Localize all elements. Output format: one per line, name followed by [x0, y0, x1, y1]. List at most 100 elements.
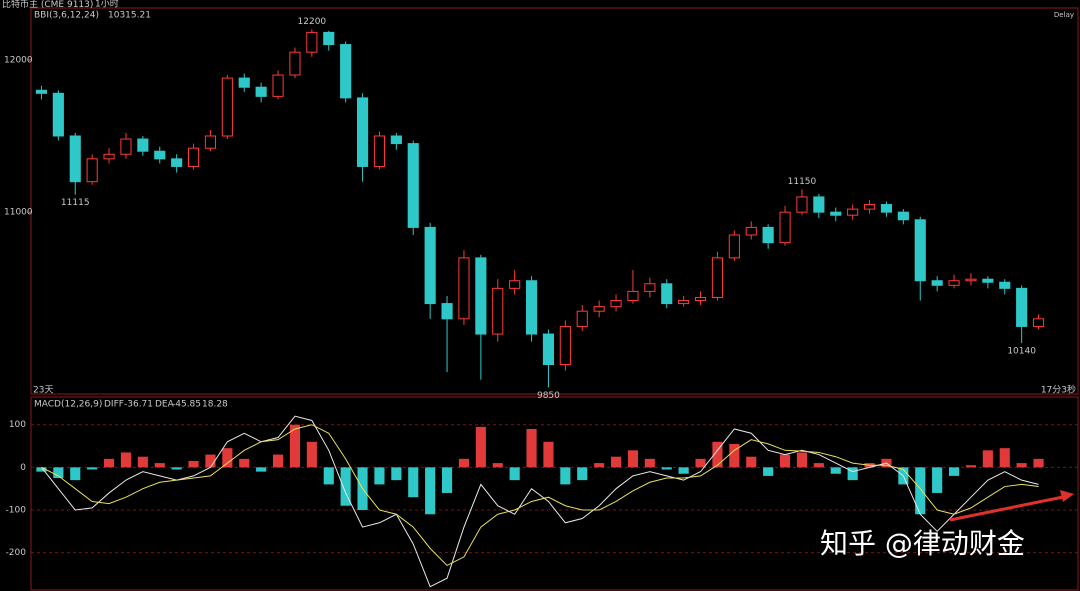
candle-body [863, 204, 876, 210]
histogram-bar [441, 467, 453, 493]
y-tick-label: 100 [9, 420, 26, 430]
interval[interactable]: 1小时 [95, 0, 119, 10]
histogram-bar [36, 467, 47, 472]
histogram-bar [1033, 458, 1044, 468]
histogram-bar [492, 463, 503, 468]
macd-line [41, 415, 1039, 588]
candle-body [255, 86, 267, 97]
candle-body [1032, 318, 1045, 327]
histogram-bar [661, 467, 672, 470]
histogram-bar [627, 450, 639, 468]
candle-body [373, 135, 386, 167]
candle-body [1016, 287, 1028, 327]
histogram-bar [239, 458, 250, 468]
dea-name: DEA [155, 400, 175, 410]
candle-body [323, 31, 335, 46]
macd-panel [30, 396, 1079, 591]
histogram-bar [256, 467, 267, 472]
candle-body [830, 211, 842, 216]
candle-body [407, 143, 419, 228]
histogram-bar [1016, 463, 1027, 468]
candle-body [187, 147, 200, 167]
histogram-bar [188, 460, 199, 468]
candle-body [238, 77, 250, 88]
candle-body [289, 51, 301, 76]
histogram-bar [70, 467, 81, 481]
y-tick-label: 0 [20, 463, 26, 473]
histogram-bar [779, 454, 791, 468]
diff-name: DIFF [104, 400, 124, 410]
symbol-text: 比特币主 (CME 9113) [2, 0, 93, 10]
macd-line [41, 424, 1039, 567]
histogram-bar [560, 467, 571, 485]
candle-body [52, 92, 64, 137]
dea-value: -45.85 [172, 400, 201, 410]
candle-body [711, 257, 724, 298]
candle-body [678, 300, 690, 305]
histogram-bar [475, 426, 486, 468]
candle-body [390, 135, 402, 145]
candle-body [644, 283, 656, 292]
histogram-bar [729, 443, 740, 468]
histogram-bar [458, 458, 470, 468]
footer-left: 23天 [33, 386, 53, 396]
footer-right: 17分3秒 [1041, 384, 1076, 396]
candle-body [458, 257, 470, 320]
histogram-bar [847, 467, 858, 481]
candle-body [542, 333, 555, 366]
histogram-bar [644, 458, 655, 468]
y-tick-label: -200 [6, 548, 27, 558]
histogram-bar [763, 467, 774, 476]
candle-body [509, 280, 521, 289]
candle-body [272, 74, 284, 97]
histogram-bar [594, 463, 605, 468]
candle-body [762, 226, 774, 244]
histogram-bar [509, 467, 520, 481]
histogram-bar [965, 465, 977, 468]
price-annotation: 12200 [298, 17, 327, 27]
histogram-bar [830, 467, 841, 474]
histogram-bar [87, 467, 98, 470]
candle-body [221, 77, 233, 137]
candle-body [306, 31, 318, 53]
indicator: BBI(3,6,12,24) [34, 11, 99, 21]
y-tick-label: 12000 [4, 55, 33, 65]
arrow-head [1060, 490, 1074, 502]
histogram-bar [137, 456, 148, 468]
histogram-bar [982, 450, 993, 468]
candle-body [154, 150, 166, 160]
candle-body [610, 300, 622, 308]
histogram-bar [948, 467, 960, 476]
candle-body [948, 280, 960, 286]
indicator-value: 10315.21 [108, 11, 151, 21]
candle-body [728, 234, 740, 259]
histogram-bar [205, 454, 216, 468]
candle-body [204, 135, 217, 149]
histogram-bar [120, 452, 132, 468]
histogram-bar [678, 467, 689, 474]
candle-body [796, 196, 808, 213]
histogram-bar [932, 467, 943, 493]
histogram-bar [374, 467, 385, 485]
histogram-bar [746, 456, 757, 468]
candle-body [137, 138, 149, 152]
histogram-bar [915, 467, 926, 515]
histogram-bar [712, 441, 723, 468]
candle-body [525, 280, 538, 335]
candle-body [86, 158, 98, 183]
plot: 11000 12000 12200 11115 11150 9850 10140 100 0 -1… [4, 17, 1078, 588]
histogram-bar [610, 456, 622, 468]
histogram-bar [796, 452, 808, 468]
candle-body [999, 281, 1011, 289]
histogram-bar [222, 448, 233, 468]
symbol: 比特币主 (CME 9113) [2, 0, 93, 10]
histogram-bar [154, 463, 165, 468]
candle-body [576, 310, 588, 327]
histogram-bar [103, 458, 115, 468]
histogram-bar [695, 458, 706, 468]
histogram-bar [306, 441, 317, 468]
histogram-bar [813, 463, 824, 468]
candle-body [661, 283, 673, 305]
candle-body [559, 325, 571, 366]
